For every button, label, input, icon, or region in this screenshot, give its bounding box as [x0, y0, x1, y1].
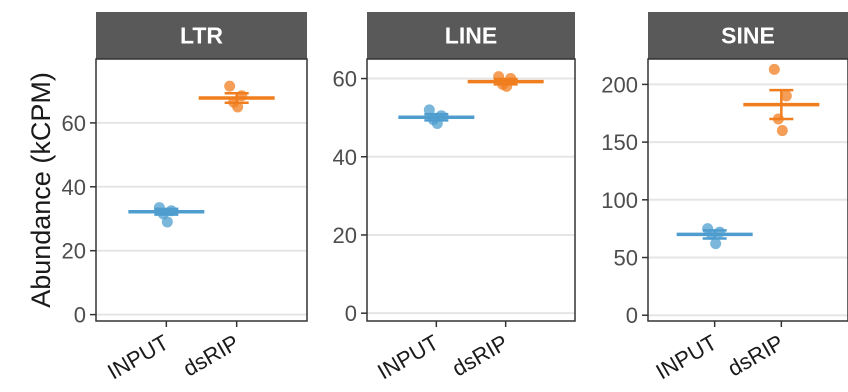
facet-strip [96, 12, 307, 59]
y-axis-label: Abundance (kCPM) [26, 72, 56, 308]
plot-panel-background [367, 59, 575, 321]
y-tick-label: 60 [333, 67, 357, 92]
facet-strip [367, 12, 575, 59]
data-point [236, 90, 248, 102]
data-point [431, 118, 443, 130]
data-point [780, 90, 792, 102]
facet-title: LINE [445, 23, 497, 49]
data-point [501, 80, 513, 92]
y-tick-label: 200 [601, 72, 638, 97]
data-point [768, 63, 780, 75]
y-tick-label: 0 [345, 301, 357, 326]
x-tick-label: INPUT [103, 330, 173, 385]
y-tick-label: 0 [626, 303, 638, 328]
facet-line: LINE 0 20 40 60 INPUT dsRIP [333, 12, 576, 385]
data-point [776, 125, 788, 137]
y-tick-label: 150 [601, 130, 638, 155]
y-tick-label: 20 [333, 223, 357, 248]
y-tick-label: 40 [333, 145, 357, 170]
data-point [772, 113, 784, 125]
y-tick-label: 60 [62, 111, 86, 136]
y-tick-label: 0 [74, 303, 86, 328]
facet-title: SINE [721, 23, 775, 49]
facet-strip [648, 12, 848, 59]
data-point [423, 104, 435, 116]
facet-title: LTR [180, 23, 223, 49]
x-tick-label: INPUT [652, 330, 722, 385]
data-point [232, 101, 244, 113]
facet-ltr: LTR 0 20 40 60 INPUT dsRIP [62, 12, 308, 385]
x-tick-label: dsRIP [723, 330, 787, 382]
plot-panel-border [95, 58, 308, 322]
x-tick-label: INPUT [373, 330, 443, 385]
data-point [161, 216, 173, 228]
y-tick-label: 40 [62, 175, 86, 200]
plot-panel-border [647, 58, 848, 322]
y-tick-label: 20 [62, 239, 86, 264]
plot-panel-background [648, 59, 848, 321]
data-point [706, 228, 718, 240]
plot-panel-border [366, 58, 576, 322]
data-point [710, 238, 722, 250]
plot-panel-background [96, 59, 307, 321]
data-point [224, 80, 236, 92]
y-tick-label: 100 [601, 188, 638, 213]
facet-sine: SINE 0 50 100 150 200 INPUT dsRIP [601, 12, 848, 384]
x-tick-label: dsRIP [179, 330, 243, 382]
x-tick-label: dsRIP [448, 330, 512, 382]
y-tick-label: 50 [614, 246, 638, 271]
